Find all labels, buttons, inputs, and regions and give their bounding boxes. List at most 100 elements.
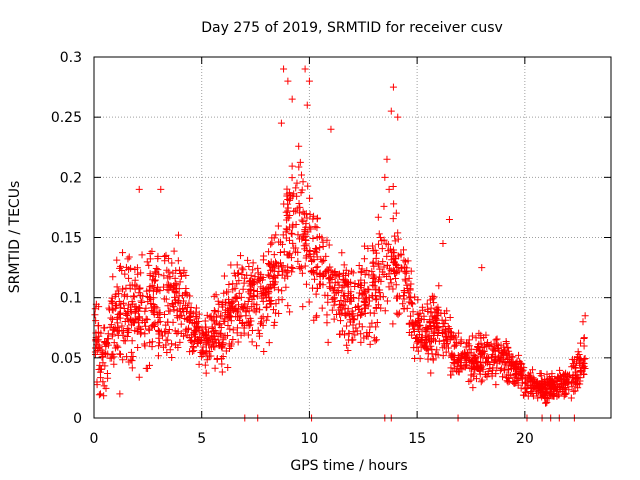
data-point: [154, 266, 162, 274]
data-point: [236, 317, 244, 325]
data-point: [169, 283, 177, 291]
data-point: [223, 332, 231, 340]
data-point: [233, 329, 241, 337]
data-point: [95, 343, 103, 351]
data-point: [454, 358, 462, 366]
data-point: [143, 293, 151, 301]
data-point: [118, 322, 126, 330]
data-point: [180, 268, 188, 276]
data-point: [220, 272, 228, 280]
data-point: [369, 281, 377, 289]
data-point: [407, 280, 415, 288]
data-point: [154, 326, 162, 334]
data-point: [253, 301, 261, 309]
data-point: [447, 364, 455, 372]
data-point: [501, 359, 509, 367]
data-point: [370, 262, 378, 270]
data-point: [439, 322, 447, 330]
data-point: [270, 251, 278, 259]
data-point: [403, 304, 411, 312]
data-point: [405, 329, 413, 337]
data-point: [241, 302, 249, 310]
data-point: [195, 310, 203, 318]
data-point: [311, 223, 319, 231]
data-point: [263, 303, 271, 311]
data-point: [123, 324, 131, 332]
data-point: [560, 386, 568, 394]
data-point: [129, 352, 137, 360]
data-point: [499, 373, 507, 381]
data-point: [304, 228, 312, 236]
data-point: [524, 374, 532, 382]
data-point: [478, 264, 486, 272]
data-point: [414, 325, 422, 333]
data-point: [389, 285, 397, 293]
data-point: [338, 327, 346, 335]
data-point: [295, 142, 303, 150]
grid-lines: [94, 57, 611, 418]
data-point: [386, 245, 394, 253]
data-point: [124, 255, 132, 263]
data-point: [186, 292, 194, 300]
data-point: [381, 307, 389, 315]
data-point: [468, 332, 476, 340]
data-point: [259, 297, 267, 305]
data-point: [117, 350, 124, 358]
data-point: [509, 359, 517, 367]
data-point: [363, 329, 371, 337]
data-point: [358, 308, 366, 316]
data-point: [186, 309, 194, 317]
data-point: [135, 373, 143, 381]
data-point: [454, 351, 462, 359]
data-point: [362, 288, 370, 296]
data-point: [389, 83, 397, 91]
data-point: [560, 372, 568, 380]
data-point: [419, 306, 427, 314]
data-point: [325, 283, 333, 291]
y-axis-label: SRMTID / TECUs: [7, 181, 23, 294]
data-point: [574, 384, 582, 392]
data-point: [298, 186, 306, 194]
chart-title: Day 275 of 2019, SRMTID for receiver cus…: [201, 20, 503, 36]
data-point: [460, 363, 468, 371]
data-point: [243, 271, 251, 279]
data-point: [344, 289, 352, 297]
data-point: [129, 319, 137, 327]
data-point: [280, 65, 288, 73]
data-point: [98, 353, 106, 361]
data-point: [170, 247, 178, 255]
data-point: [253, 288, 261, 296]
data-point: [240, 324, 248, 332]
data-point: [92, 317, 100, 325]
data-point: [171, 288, 179, 296]
data-point: [329, 269, 337, 277]
data-point: [573, 371, 581, 379]
data-point: [404, 257, 412, 265]
data-point: [206, 348, 214, 356]
data-point: [344, 305, 352, 313]
data-point: [302, 220, 310, 228]
data-point: [323, 311, 331, 319]
data-point: [345, 330, 353, 338]
data-point: [233, 261, 241, 269]
data-point: [135, 323, 143, 331]
data-point: [411, 354, 419, 362]
data-point: [497, 355, 505, 363]
data-point: [410, 327, 418, 335]
data-point: [386, 275, 394, 283]
data-point: [260, 347, 268, 355]
y-tick-label: 0.2: [60, 170, 82, 186]
data-point: [201, 361, 209, 369]
data-point: [548, 385, 556, 393]
data-point: [265, 339, 273, 347]
data-point: [240, 279, 248, 287]
data-point: [339, 275, 347, 283]
data-point: [314, 263, 322, 271]
data-point: [283, 212, 291, 220]
data-point: [218, 360, 226, 368]
data-point: [275, 238, 283, 246]
x-tick-label: 5: [197, 431, 206, 447]
data-point: [402, 277, 410, 285]
data-point: [515, 351, 523, 359]
data-point: [366, 340, 374, 348]
